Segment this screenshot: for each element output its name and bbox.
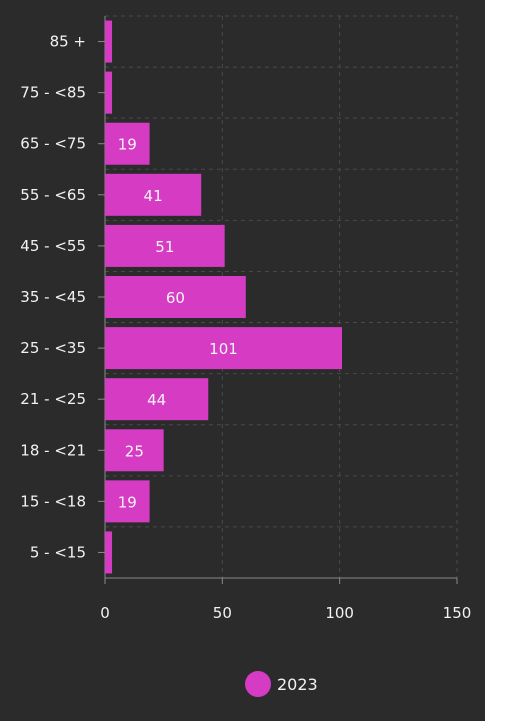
bar[interactable] [105, 480, 150, 523]
bar[interactable] [105, 173, 202, 216]
data-label: 19 [118, 136, 137, 154]
bar[interactable] [105, 20, 113, 63]
category-label: 25 - <35 [20, 339, 86, 357]
data-label: 41 [144, 187, 163, 205]
legend-swatch-icon[interactable] [245, 671, 271, 697]
category-label: 5 - <15 [30, 543, 86, 561]
data-label: 19 [118, 493, 137, 511]
data-label: 51 [155, 238, 174, 256]
category-label: 55 - <65 [20, 186, 86, 204]
category-label: 21 - <25 [20, 390, 86, 408]
bar[interactable] [105, 378, 209, 421]
category-labels: 85 + 75 - <85 65 - <75 55 - <65 45 - <55 35 -… [20, 33, 86, 562]
x-tick-label: 100 [325, 604, 354, 622]
data-label: 60 [166, 289, 185, 307]
data-label: 101 [209, 340, 238, 358]
category-label: 75 - <85 [20, 84, 86, 102]
bar[interactable] [105, 429, 164, 472]
category-label: 15 - <18 [20, 492, 86, 510]
bar[interactable] [105, 327, 343, 370]
category-label: 65 - <75 [20, 135, 86, 153]
category-label: 85 + [50, 33, 86, 51]
x-tick-label: 50 [213, 604, 232, 622]
grid-lines [105, 15, 458, 578]
bar[interactable] [105, 276, 246, 318]
data-label: 25 [125, 442, 144, 460]
bar-chart: 19 41 51 60 101 44 25 19 85 + 75 - <85 65 - <75 55… [20, 15, 471, 697]
x-tick-label: 150 [443, 604, 472, 622]
bar[interactable] [105, 531, 113, 574]
bar[interactable] [105, 71, 113, 114]
data-label: 44 [147, 391, 166, 409]
x-tick-labels: 0 50 100 150 [100, 604, 471, 622]
chart-panel: 19 41 51 60 101 44 25 19 85 + 75 - <85 65 - <75 55… [0, 0, 485, 721]
legend-label[interactable]: 2023 [277, 675, 318, 694]
category-label: 18 - <21 [20, 441, 86, 459]
bar[interactable] [105, 224, 225, 267]
category-label: 45 - <55 [20, 237, 86, 255]
x-tick-label: 0 [100, 604, 110, 622]
bars: 19 41 51 60 101 44 25 19 [105, 20, 343, 574]
bar[interactable] [105, 122, 150, 165]
legend[interactable]: 2023 [245, 671, 318, 697]
category-label: 35 - <45 [20, 288, 86, 306]
